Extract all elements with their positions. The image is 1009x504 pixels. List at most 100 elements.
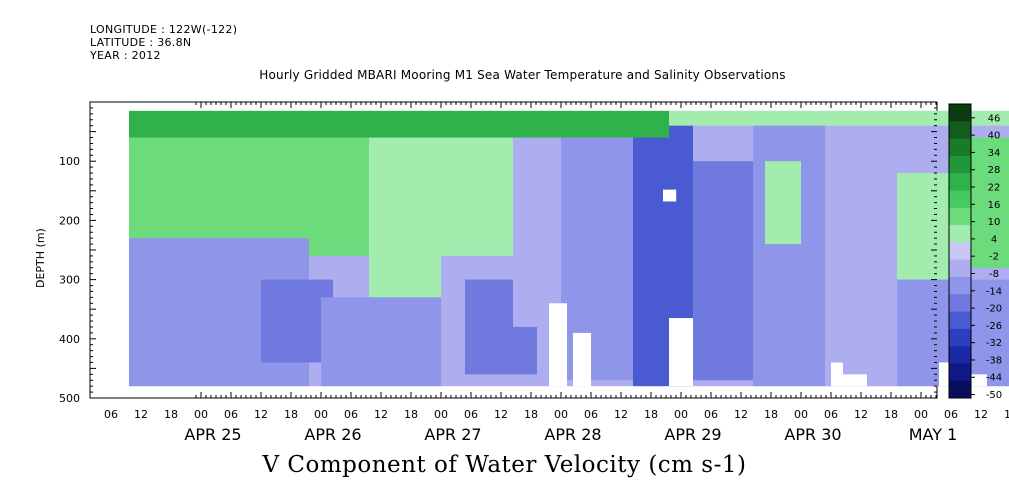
missing-data-5	[843, 374, 867, 387]
colorbar-label: -20	[986, 304, 1002, 315]
x-hour-tick-label: 12	[734, 408, 748, 421]
axes-ticks: 06 12 18 00 06 12 18 00 06 12 18 00 06 12 18 00 06 12 18 00…	[59, 101, 1009, 444]
colorbar-label: -44	[986, 373, 1002, 384]
x-hour-tick-label: 12	[374, 408, 388, 421]
x-date-label: APR 26	[304, 425, 361, 444]
x-hour-tick-label: 18	[764, 408, 778, 421]
heatmap-cell-13	[765, 161, 801, 245]
colorbar-label: -38	[986, 355, 1002, 366]
y-tick-label: 200	[59, 214, 80, 227]
missing-data-7	[963, 374, 987, 387]
x-hour-tick-label: 00	[674, 408, 688, 421]
colorbar-label: 34	[988, 148, 1001, 159]
colorbar-label: 22	[988, 183, 1001, 194]
colorbar-frame	[948, 103, 972, 399]
colorbar-label: -8	[989, 269, 999, 280]
heatmap-cell-11	[693, 161, 753, 381]
surface-band	[129, 110, 669, 138]
y-tick-label: 100	[59, 155, 80, 168]
missing-data-4	[831, 362, 843, 387]
colorbar-label: 46	[988, 113, 1001, 124]
x-hour-tick-label: 06	[344, 408, 358, 421]
colorbar-swatch	[949, 138, 971, 157]
x-hour-tick-label: 18	[164, 408, 178, 421]
x-hour-tick-label: 00	[434, 408, 448, 421]
y-tick-label: 500	[59, 392, 80, 405]
heatmap-cell-17	[969, 137, 1009, 268]
x-hour-tick-label: 12	[254, 408, 268, 421]
x-hour-tick-label: 06	[704, 408, 718, 421]
colorbar-swatch	[949, 121, 971, 140]
heatmap-field	[129, 110, 1009, 387]
colorbar-label: -26	[986, 321, 1002, 332]
colorbar-swatch	[949, 363, 971, 382]
x-date-label: APR 29	[664, 425, 721, 444]
colorbar-swatch	[949, 104, 971, 122]
colorbar-swatch	[949, 155, 971, 174]
colorbar-label: -14	[986, 286, 1002, 297]
x-date-label: APR 30	[784, 425, 841, 444]
latitude-label: LATITUDE : 36.8N	[90, 36, 192, 49]
colorbar-swatch	[949, 190, 971, 209]
x-hour-tick-label: 18	[884, 408, 898, 421]
heatmap-cell-14	[825, 137, 897, 387]
x-hour-tick-label: 18	[644, 408, 658, 421]
x-hour-tick-label: 00	[314, 408, 328, 421]
colorbar-label: 16	[988, 200, 1001, 211]
x-hour-tick-label: 06	[224, 408, 238, 421]
colorbar-label: -50	[986, 390, 1002, 401]
colorbar-swatch	[949, 380, 971, 399]
x-date-label: APR 25	[184, 425, 241, 444]
colorbar-label: 28	[988, 165, 1001, 176]
longitude-label: LONGITUDE : 122W(-122)	[90, 23, 238, 36]
x-date-label: MAY 1	[909, 425, 958, 444]
missing-data-3	[669, 318, 693, 387]
colorbar-label: 40	[988, 131, 1001, 142]
y-axis-label: DEPTH (m)	[34, 228, 47, 288]
missing-data-1	[549, 303, 567, 387]
x-hour-tick-label: 06	[824, 408, 838, 421]
colorbar-label: 4	[991, 234, 997, 245]
x-hour-tick-label: 18	[404, 408, 418, 421]
x-date-label: APR 28	[544, 425, 601, 444]
heatmap-cell-5	[321, 297, 441, 387]
x-hour-tick-label: 12	[854, 408, 868, 421]
colorbar-label: 10	[988, 217, 1001, 228]
x-hour-tick-label: 18	[524, 408, 538, 421]
x-hour-tick-label: 00	[194, 408, 208, 421]
heatmap-cell-3	[309, 137, 369, 256]
colorbar-label: -32	[986, 338, 1002, 349]
x-hour-tick-label: 00	[554, 408, 568, 421]
y-tick-label: 300	[59, 274, 80, 287]
x-hour-tick-label: 12	[614, 408, 628, 421]
heatmap-cell-4	[369, 137, 441, 298]
x-hour-tick-label: 00	[914, 408, 928, 421]
colorbar-swatch	[949, 328, 971, 347]
missing-data-0	[663, 189, 677, 202]
colorbar-swatch	[949, 311, 971, 330]
colorbar-label: -2	[989, 252, 999, 263]
missing-data-2	[573, 332, 591, 387]
year-label: YEAR : 2012	[90, 49, 161, 62]
x-hour-tick-label: 06	[944, 408, 958, 421]
colorbar-swatch	[949, 346, 971, 364]
heatmap-cell-6	[441, 137, 513, 256]
heatmap-cell-8	[513, 137, 561, 327]
colorbar-swatch	[949, 225, 971, 243]
heatmap-cell-12	[753, 119, 825, 387]
x-hour-tick-label: 12	[494, 408, 508, 421]
x-hour-tick-label: 12	[134, 408, 148, 421]
colorbar-swatch	[949, 207, 971, 226]
x-hour-tick-label: 18	[284, 408, 298, 421]
colorbar: 46 40 34 28 22 16 10 4 -2 -8 -14 -20 -26 -32 -38 -44 -50	[948, 103, 1002, 401]
x-hour-tick-label: 00	[794, 408, 808, 421]
chart-title: Hourly Gridded MBARI Mooring M1 Sea Wate…	[259, 68, 786, 82]
colorbar-swatch	[949, 294, 971, 313]
colorbar-swatch	[949, 259, 971, 278]
x-hour-tick-label: 06	[104, 408, 118, 421]
x-hour-tick-label: 06	[584, 408, 598, 421]
surface-band-right	[669, 110, 1009, 126]
colorbar-swatch	[949, 276, 971, 295]
heatmap-cell-9	[561, 137, 633, 381]
